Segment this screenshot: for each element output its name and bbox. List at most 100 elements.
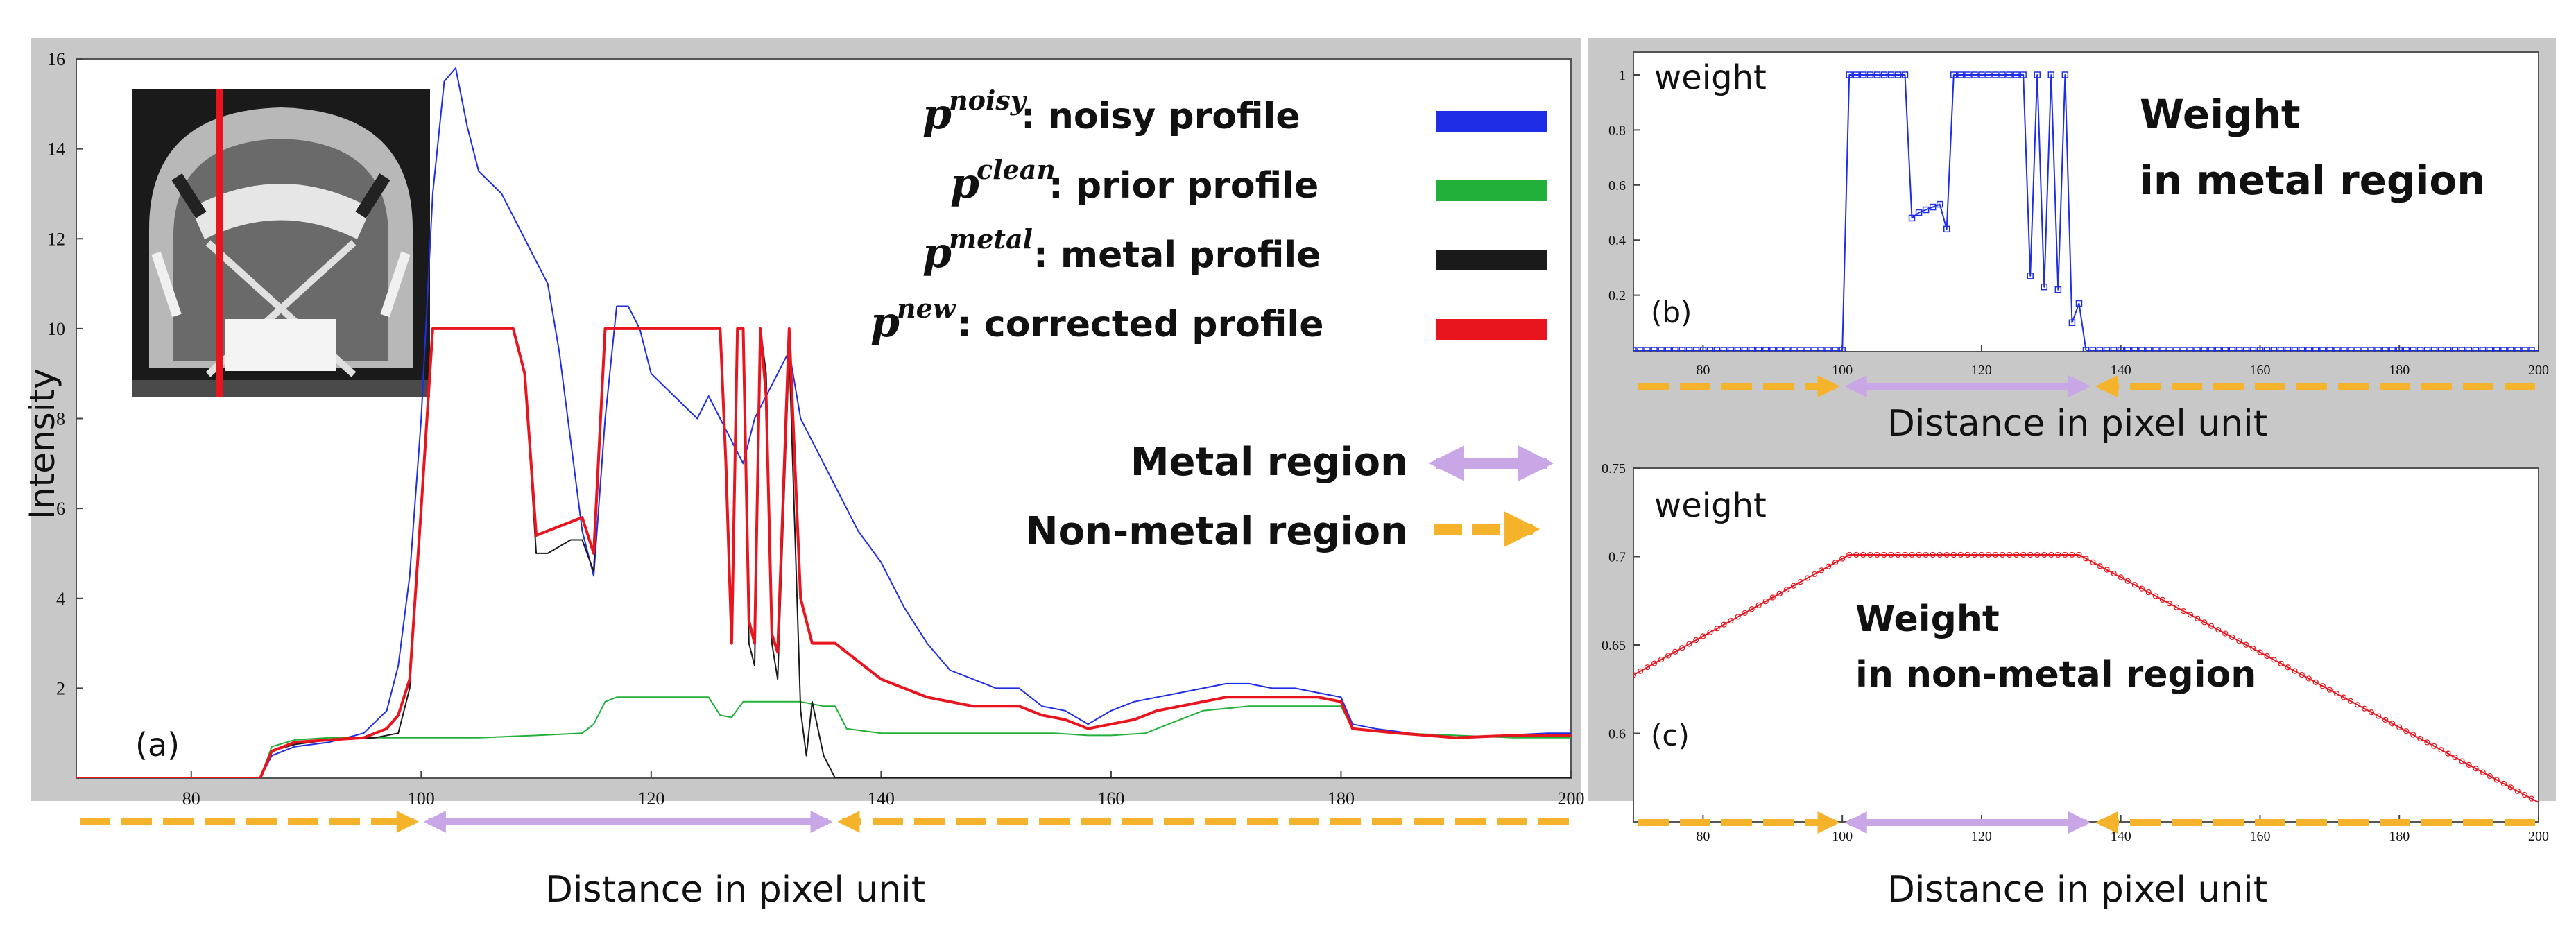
data-point bbox=[2319, 683, 2326, 689]
data-point bbox=[1957, 551, 1964, 558]
data-point bbox=[2361, 705, 2368, 712]
legend-new-superscript: new bbox=[897, 293, 956, 324]
data-point bbox=[1651, 660, 1658, 666]
data-point bbox=[2473, 766, 2479, 772]
legend-new-label: : corrected profile bbox=[957, 304, 1324, 345]
data-point bbox=[2111, 570, 2117, 577]
data-point bbox=[1873, 71, 1881, 78]
data-point bbox=[1880, 71, 1888, 78]
x-tick-label: 180 bbox=[1328, 789, 1355, 809]
panel-c-label: (c) bbox=[1651, 718, 1690, 752]
data-point bbox=[2180, 347, 2187, 352]
data-point bbox=[2416, 347, 2424, 352]
data-point bbox=[2131, 347, 2138, 352]
data-point bbox=[1888, 551, 1894, 558]
data-point bbox=[2271, 657, 2277, 663]
data-point bbox=[2187, 347, 2194, 352]
data-point bbox=[2285, 664, 2291, 671]
data-point bbox=[2138, 585, 2145, 592]
y-tick-label: 14 bbox=[47, 139, 65, 160]
data-point bbox=[2222, 347, 2229, 352]
data-point bbox=[2249, 347, 2257, 352]
data-point bbox=[1825, 563, 1832, 569]
data-point bbox=[1741, 347, 1749, 352]
data-point bbox=[2430, 347, 2438, 352]
data-point bbox=[1693, 637, 1699, 644]
data-point bbox=[1846, 71, 1853, 78]
data-point bbox=[2528, 795, 2535, 802]
data-point bbox=[1866, 71, 1874, 78]
data-point bbox=[2270, 347, 2278, 352]
series-line-weight-in-non-metal-region bbox=[1633, 554, 2539, 803]
y-axis-label: Intensity bbox=[22, 368, 62, 519]
panel-a-series bbox=[76, 67, 1571, 778]
data-point bbox=[2173, 604, 2180, 610]
data-point bbox=[2458, 347, 2466, 352]
data-point bbox=[1658, 656, 1665, 663]
legend-clean-superscript: clean bbox=[977, 154, 1056, 185]
data-point bbox=[1908, 214, 1916, 222]
legend-clean-label: : prior profile bbox=[1049, 165, 1319, 207]
data-point bbox=[1957, 71, 1964, 78]
data-point bbox=[1985, 71, 1992, 78]
data-point bbox=[2257, 649, 2263, 655]
data-point bbox=[1720, 347, 1728, 352]
data-point bbox=[1713, 347, 1721, 352]
data-point bbox=[2048, 551, 2054, 558]
data-point bbox=[2152, 593, 2158, 599]
data-point bbox=[1672, 648, 1678, 655]
data-point bbox=[2299, 671, 2305, 678]
data-point bbox=[2062, 551, 2068, 558]
data-point bbox=[2368, 347, 2375, 352]
x-tick-label: 80 bbox=[1696, 829, 1710, 844]
series-line-weight-in-metal-region bbox=[1633, 74, 2539, 351]
data-point bbox=[2361, 347, 2368, 352]
data-point bbox=[2229, 347, 2236, 352]
series-line-noisy-profile bbox=[76, 67, 1571, 778]
data-point bbox=[2222, 630, 2229, 637]
data-point bbox=[1783, 347, 1790, 352]
data-point bbox=[2410, 732, 2416, 738]
data-point bbox=[2368, 709, 2375, 716]
data-point bbox=[2006, 71, 2013, 78]
data-point bbox=[2069, 551, 2075, 558]
data-point bbox=[2403, 728, 2410, 734]
panel-a: 2 4 6 8 10 12 14 16 80 100 120 140 160 180 200 p nois… bbox=[22, 49, 1585, 809]
data-point bbox=[2389, 347, 2396, 352]
data-point bbox=[2089, 347, 2097, 352]
data-point bbox=[2159, 596, 2166, 603]
data-point bbox=[1894, 71, 1902, 78]
data-point bbox=[2486, 347, 2493, 352]
data-point bbox=[2215, 347, 2222, 352]
data-point bbox=[1867, 551, 1873, 558]
data-point bbox=[2312, 679, 2319, 685]
x-tick-label: 160 bbox=[2249, 829, 2270, 844]
legend-new-swatch bbox=[1436, 319, 1547, 340]
data-point bbox=[2194, 347, 2201, 352]
data-point bbox=[2145, 589, 2152, 596]
data-point bbox=[1665, 347, 1672, 352]
panel-c-series bbox=[1633, 551, 2539, 803]
data-point bbox=[1971, 551, 1977, 558]
data-point bbox=[1950, 551, 1957, 558]
data-point bbox=[2465, 347, 2473, 352]
data-point bbox=[2117, 347, 2124, 352]
legend-noisy-superscript: noisy bbox=[949, 85, 1028, 116]
data-point bbox=[2166, 601, 2173, 607]
data-point bbox=[2326, 347, 2333, 352]
data-point bbox=[1755, 602, 1762, 608]
data-point bbox=[1790, 583, 1796, 589]
data-point bbox=[1930, 551, 1936, 558]
data-point bbox=[2312, 347, 2319, 352]
data-point bbox=[1846, 551, 1853, 558]
panel-c-annotation-line1: Weight bbox=[1855, 599, 2000, 640]
data-point bbox=[2250, 646, 2256, 652]
data-point bbox=[1637, 668, 1644, 674]
data-point bbox=[1978, 551, 1985, 558]
y-tick-label: 12 bbox=[47, 229, 65, 249]
data-point bbox=[2103, 347, 2111, 352]
data-point bbox=[2410, 347, 2417, 352]
legend-nonmetal-region-label: Non-metal region bbox=[1026, 509, 1408, 554]
data-point bbox=[2055, 551, 2061, 558]
data-point bbox=[1686, 641, 1692, 647]
